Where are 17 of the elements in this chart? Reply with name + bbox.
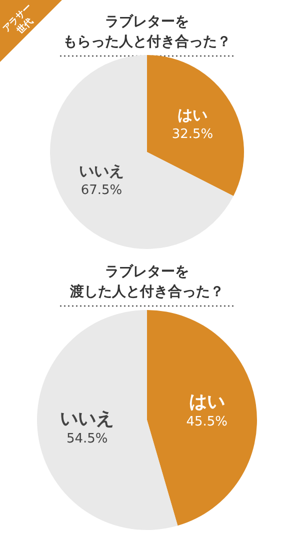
data-label: 54.5% [66, 432, 108, 447]
chart-title: ラブレターを [105, 13, 189, 30]
chart-subtitle: もらった人と付き合った？ [63, 34, 231, 50]
slice-label: いいえ [60, 408, 114, 430]
slice-label: はい [177, 106, 208, 124]
data-label: 45.5% [186, 414, 228, 430]
slice-label: いいえ [79, 162, 124, 180]
pie-slice [147, 310, 257, 526]
pie-slice [147, 55, 244, 196]
slice-label: はい [188, 391, 225, 412]
text: アラサー世代 [1, 2, 36, 37]
pie-slice [50, 55, 234, 249]
pie-slice [37, 310, 178, 530]
data-label: 32.5% [172, 127, 214, 142]
chart-title: ラブレターを [105, 263, 189, 280]
chart-subtitle: 渡した人と付き合った？ [69, 283, 224, 300]
data-label: 67.5% [80, 182, 122, 198]
